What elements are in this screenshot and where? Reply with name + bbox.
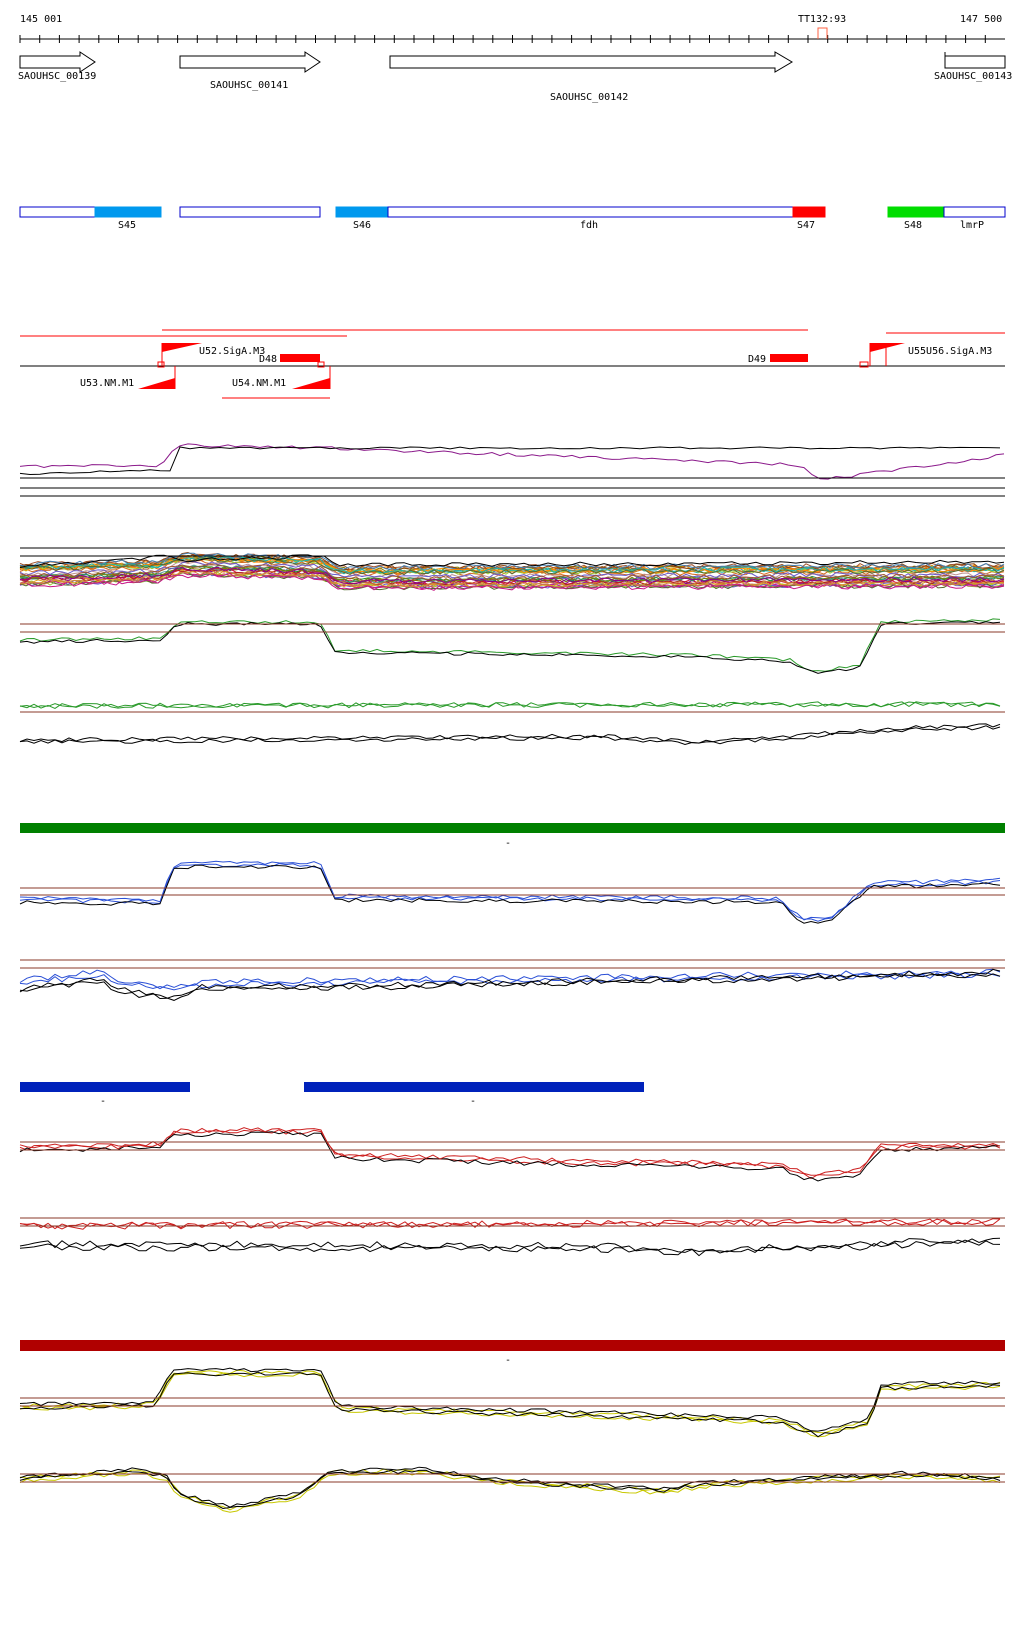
condition-bar-label: - xyxy=(470,1096,476,1107)
segment-label: S45 xyxy=(118,220,136,231)
expression-line xyxy=(19,560,1005,580)
condition-bar-label: - xyxy=(505,838,511,849)
expression-line xyxy=(19,551,1005,571)
expression-profiles xyxy=(19,443,1005,1513)
promoter-marker[interactable] xyxy=(162,343,202,352)
expression-line xyxy=(19,569,1005,588)
segment-label: fdh xyxy=(580,220,598,231)
expression-line xyxy=(19,1131,1001,1182)
expression-line xyxy=(19,552,1005,571)
tu-label: D48 xyxy=(259,354,277,365)
condition-bar[interactable] xyxy=(20,1082,190,1092)
expression-line xyxy=(19,566,1005,585)
segment-box[interactable] xyxy=(792,206,826,218)
expression-line xyxy=(19,618,1001,672)
tu-label: U55U56.SigA.M3 xyxy=(908,346,992,357)
expression-line xyxy=(19,1129,1001,1180)
segment-label: S48 xyxy=(904,220,922,231)
gene-arrow[interactable]: SAOUHSC_00141 xyxy=(179,51,321,91)
end-coordinate: 147 500 xyxy=(960,14,1002,25)
gene-track: SAOUHSC_00139 SAOUHSC_00141 SAOUHSC_0014… xyxy=(18,51,1012,103)
tu-label: U54.NM.M1 xyxy=(232,378,286,389)
condition-bar[interactable] xyxy=(20,1340,1005,1351)
expression-line xyxy=(19,1237,1001,1253)
expression-line xyxy=(19,1127,1001,1176)
segment-label: S47 xyxy=(797,220,815,231)
gene-label: SAOUHSC_00141 xyxy=(210,80,288,91)
expression-line xyxy=(19,972,1001,1001)
promoter-marker[interactable] xyxy=(292,378,330,389)
expression-line xyxy=(19,723,1001,744)
tu-label: U52.SigA.M3 xyxy=(199,346,265,357)
gene-label: SAOUHSC_00142 xyxy=(550,92,628,103)
expression-line xyxy=(19,1372,1001,1438)
expression-line xyxy=(19,446,1001,476)
expression-line xyxy=(19,860,1001,921)
expression-line xyxy=(19,1218,1001,1230)
downregulation-box[interactable] xyxy=(770,354,808,362)
promoter-marker[interactable] xyxy=(138,378,175,389)
gene-label: SAOUHSC_00143 xyxy=(934,71,1012,82)
condition-bar-label: - xyxy=(100,1096,106,1107)
segment-box[interactable] xyxy=(887,206,945,218)
condition-bar-label: - xyxy=(505,1355,511,1366)
expression-line xyxy=(19,701,1001,709)
expression-line xyxy=(19,725,1001,746)
expression-line xyxy=(19,555,1005,574)
segment-box[interactable] xyxy=(179,206,321,218)
expression-line xyxy=(19,443,1005,480)
gene-label: SAOUHSC_00139 xyxy=(18,71,96,82)
expression-line xyxy=(19,1218,1001,1230)
downregulation-box[interactable] xyxy=(280,354,320,362)
segment-label: lmrP xyxy=(960,220,984,231)
segment-track: S45 S46 fdh S47 S48 lmrP xyxy=(19,206,1006,231)
condition-bar[interactable] xyxy=(20,823,1005,833)
segment-box[interactable] xyxy=(335,206,389,218)
gene-arrow[interactable]: SAOUHSC_00143 xyxy=(934,52,1012,82)
expression-line xyxy=(19,1367,1001,1432)
expression-line xyxy=(19,1239,1001,1257)
terminator-label: TT132:93 xyxy=(798,14,846,25)
expression-line xyxy=(19,554,1005,569)
ruler-ticks xyxy=(19,35,986,43)
transcription-unit-track: U52.SigA.M3 U53.NM.M1 U54.NM.M1 U55U56.S… xyxy=(20,329,1005,399)
expression-line xyxy=(19,568,1005,586)
gene-arrow[interactable]: SAOUHSC_00142 xyxy=(389,51,793,103)
segment-label: S46 xyxy=(353,220,371,231)
expression-line xyxy=(19,862,1001,922)
segment-box[interactable] xyxy=(19,206,96,218)
start-coordinate: 145 001 xyxy=(20,14,62,25)
segment-box[interactable] xyxy=(387,206,794,218)
coordinate-ruler: 145 001 147 500 TT132:93 xyxy=(19,14,1005,43)
promoter-marker[interactable] xyxy=(870,343,905,352)
expression-line xyxy=(19,564,1005,582)
condition-bar[interactable] xyxy=(304,1082,644,1092)
tu-label: U53.NM.M1 xyxy=(80,378,134,389)
segment-box[interactable] xyxy=(94,206,162,218)
tu-label: D49 xyxy=(748,354,766,365)
expression-line xyxy=(19,1371,1001,1438)
expression-line xyxy=(19,968,1001,1000)
terminator-marker xyxy=(817,27,828,39)
expression-line xyxy=(19,1466,1001,1508)
gene-arrow[interactable]: SAOUHSC_00139 xyxy=(18,51,96,82)
expression-line xyxy=(19,572,1005,591)
expression-line xyxy=(19,864,1001,924)
condition-bars: - - - - xyxy=(20,823,1005,1366)
expression-line xyxy=(19,1468,1001,1511)
segment-box[interactable] xyxy=(943,206,1006,218)
